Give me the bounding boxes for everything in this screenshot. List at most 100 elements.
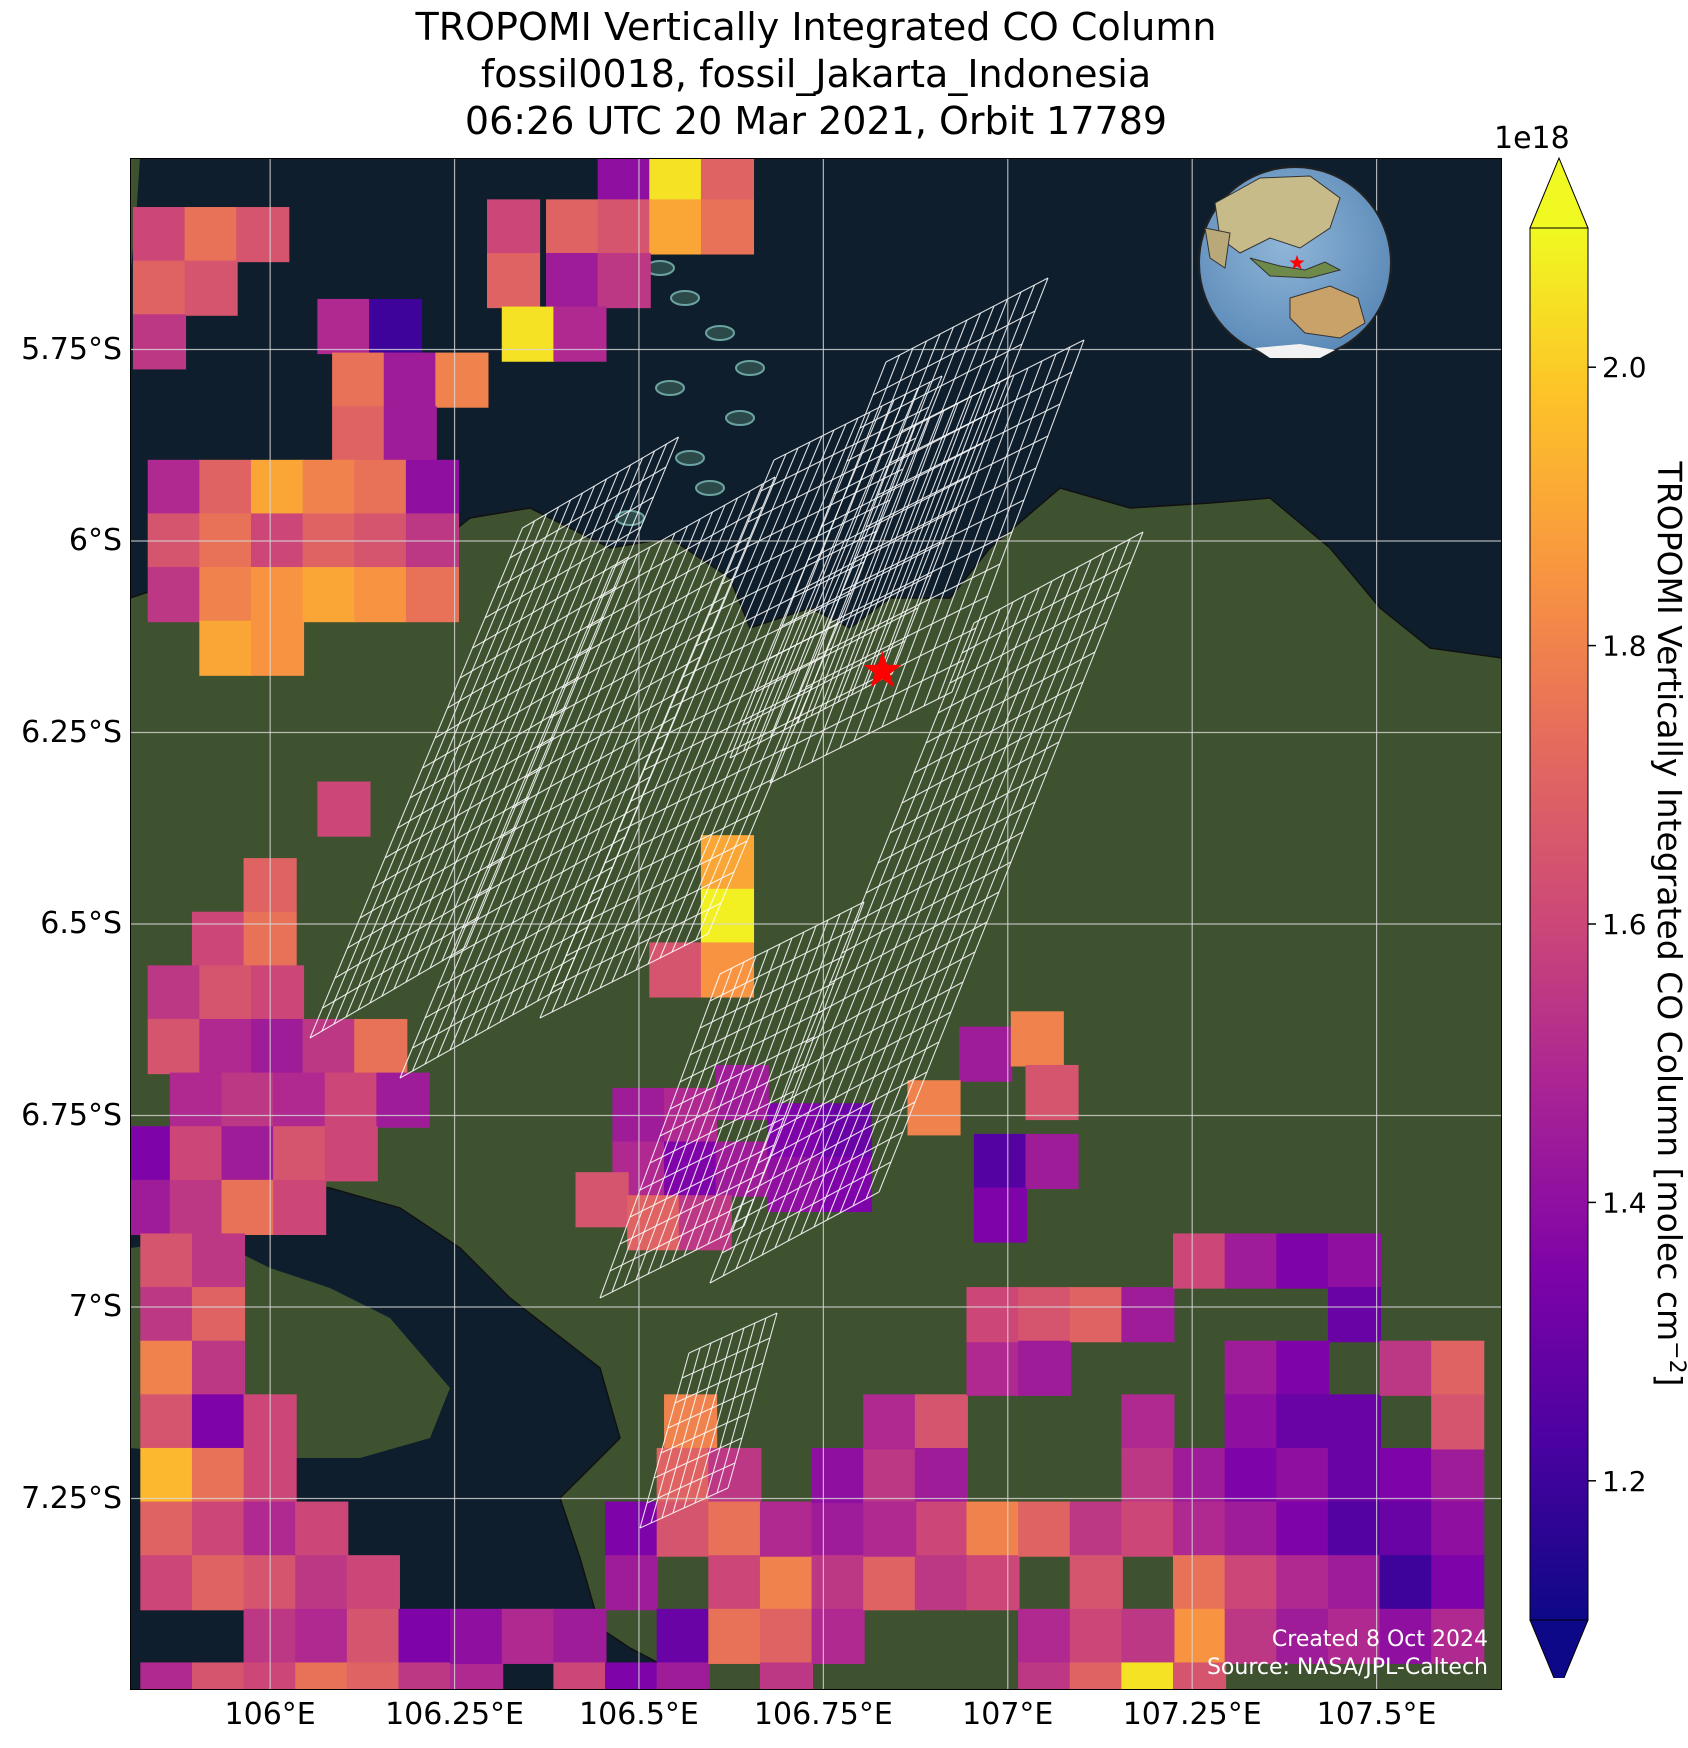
footprint-line <box>549 626 713 719</box>
footprint-line <box>745 1101 916 1194</box>
footprint-line <box>709 1191 880 1284</box>
footprint-line <box>923 353 1057 707</box>
footprint-line <box>889 371 1073 464</box>
heatmap-cell <box>273 1072 327 1128</box>
footprint-line <box>434 646 592 739</box>
footprint-line <box>397 736 554 829</box>
footprint-line <box>951 339 1085 693</box>
heatmap-cell <box>914 1447 968 1504</box>
footprint-line <box>853 467 1037 560</box>
heatmap-cell <box>553 1662 607 1690</box>
footprint-line <box>653 1437 743 1479</box>
x-tick-label: 107.5°E <box>1316 1697 1437 1732</box>
x-tick-label: 106.5°E <box>579 1697 699 1732</box>
heatmap-cell <box>1431 1555 1485 1611</box>
heatmap-cell <box>1173 1608 1227 1664</box>
footprint-line <box>733 1131 904 1224</box>
heatmap-cell <box>295 1608 349 1664</box>
footprint-line <box>708 530 878 616</box>
heatmap-cell <box>398 1608 452 1664</box>
heatmap-cell <box>818 1156 873 1213</box>
heatmap-cell <box>1224 1233 1278 1289</box>
footprint-line <box>783 423 917 777</box>
heatmap-cell <box>273 1179 327 1235</box>
footprint-line <box>853 831 1024 924</box>
colorbar-bar <box>1529 227 1589 1621</box>
heatmap-cell <box>376 1072 430 1128</box>
heatmap-cell <box>966 1501 1020 1557</box>
footprint-line <box>524 497 739 1009</box>
footprint-line <box>820 442 984 528</box>
map-panel[interactable] <box>130 158 1502 1690</box>
footprint-line <box>865 435 1049 528</box>
footprint-line <box>688 1312 778 1354</box>
footprint-line <box>661 1342 712 1519</box>
heatmap-cell <box>130 1179 172 1235</box>
footprint-line <box>369 492 584 1004</box>
heatmap-cell <box>1018 1608 1072 1664</box>
heatmap-cell <box>973 1187 1027 1243</box>
heatmap-cell <box>708 1447 762 1504</box>
title-line-3: 06:26 UTC 20 Mar 2021, Orbit 17789 <box>464 99 1168 143</box>
heatmap-cell <box>199 620 253 676</box>
footprint-line <box>539 933 709 1019</box>
heatmap-cell <box>1327 1608 1382 1664</box>
heatmap-cell <box>199 567 253 623</box>
map-frame <box>130 158 1502 1690</box>
heatmap-cell <box>450 1662 504 1690</box>
heatmap-cell <box>191 911 246 967</box>
heatmap-cell <box>1121 1447 1175 1504</box>
footprint-line <box>877 771 1048 864</box>
footprint-line <box>587 536 751 629</box>
heatmap-cell <box>1431 1394 1485 1450</box>
footprint-line <box>487 776 651 869</box>
heatmap-cell <box>332 352 386 408</box>
colorbar-label-sup: −2 <box>1664 1341 1688 1373</box>
colorbar-label-text: TROPOMI Vertically Integrated CO Column … <box>1650 461 1688 1342</box>
heatmap-cell <box>1327 1447 1382 1504</box>
heatmap-cell <box>405 459 459 515</box>
heatmap-cell <box>332 406 386 462</box>
heatmap-cell <box>221 1126 275 1182</box>
heatmap-cell <box>295 1501 349 1557</box>
heatmap-cell <box>324 1126 378 1182</box>
colorbar-tick-label: 1.6 <box>1602 908 1647 941</box>
y-tick-label: 6°S <box>68 523 122 558</box>
footprint-line <box>411 560 626 1072</box>
heatmap-cell <box>191 1394 246 1450</box>
y-tick-label: 6.25°S <box>21 714 122 750</box>
heatmap-cell <box>147 965 201 1021</box>
heatmap-cell <box>664 1141 718 1197</box>
footprint-line <box>650 1347 701 1524</box>
footprint-line <box>781 1011 952 1104</box>
colorbar-extend-min <box>1529 1619 1589 1678</box>
heatmap-cell <box>324 1072 378 1128</box>
footprint-line <box>681 1337 771 1379</box>
heatmap-cell <box>546 252 600 309</box>
heatmap-cell <box>1224 1555 1278 1611</box>
heatmap-cell <box>1327 1233 1382 1289</box>
heatmap-cell <box>700 199 755 255</box>
heatmap-cell <box>346 1555 400 1611</box>
footprint-line <box>422 676 579 769</box>
heatmap-cell <box>1121 1287 1175 1343</box>
heatmap-cell <box>140 1501 194 1557</box>
heatmap-cell <box>295 1662 349 1690</box>
heatmap-cell <box>700 888 755 944</box>
footprint-line <box>781 541 945 627</box>
heatmap-cell <box>398 1662 452 1690</box>
footprint-line <box>574 566 738 659</box>
heatmap-cell <box>317 298 371 355</box>
heatmap-cell <box>1173 1501 1227 1557</box>
footprint-line <box>345 506 560 1018</box>
target-star-marker[interactable] <box>863 651 902 688</box>
heatmap-cell <box>656 1662 710 1690</box>
heatmap-cell <box>1224 1340 1278 1396</box>
heatmap-cell <box>191 1447 246 1504</box>
heatmap-cell <box>317 781 371 837</box>
footprint-line <box>511 504 726 1016</box>
footprint-line <box>889 741 1060 834</box>
footprint-line <box>436 546 651 1058</box>
heatmap-cell <box>191 1501 246 1557</box>
created-date: Created 8 Oct 2024 <box>1271 1627 1488 1652</box>
